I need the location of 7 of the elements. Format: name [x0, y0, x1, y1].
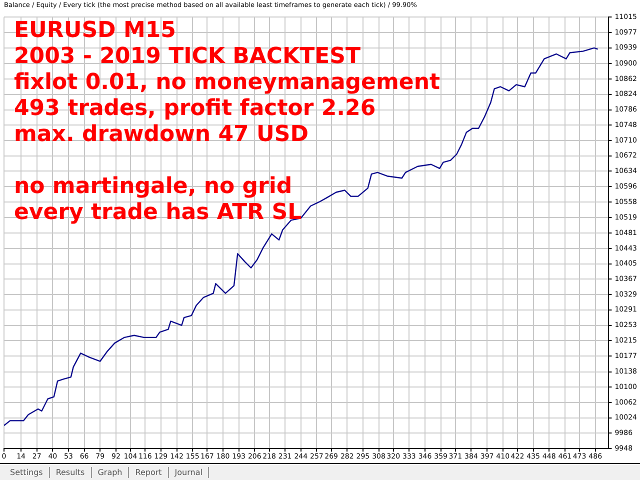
- text: Results: [50, 467, 92, 478]
- text: Settings: [4, 467, 50, 478]
- annotation: no martingale, no grid every trade has ATR SL: [14, 174, 303, 226]
- text: Journal: [168, 467, 210, 478]
- text: Report: [129, 467, 169, 478]
- annotation: EURUSD M15 2003 - 2019 TICK BACKTEST fixlot 0.01, no moneymanagement 493 trades, profit factor 2.26 max. drawdown 47 USD: [14, 18, 440, 148]
- text: Graph: [92, 467, 130, 478]
